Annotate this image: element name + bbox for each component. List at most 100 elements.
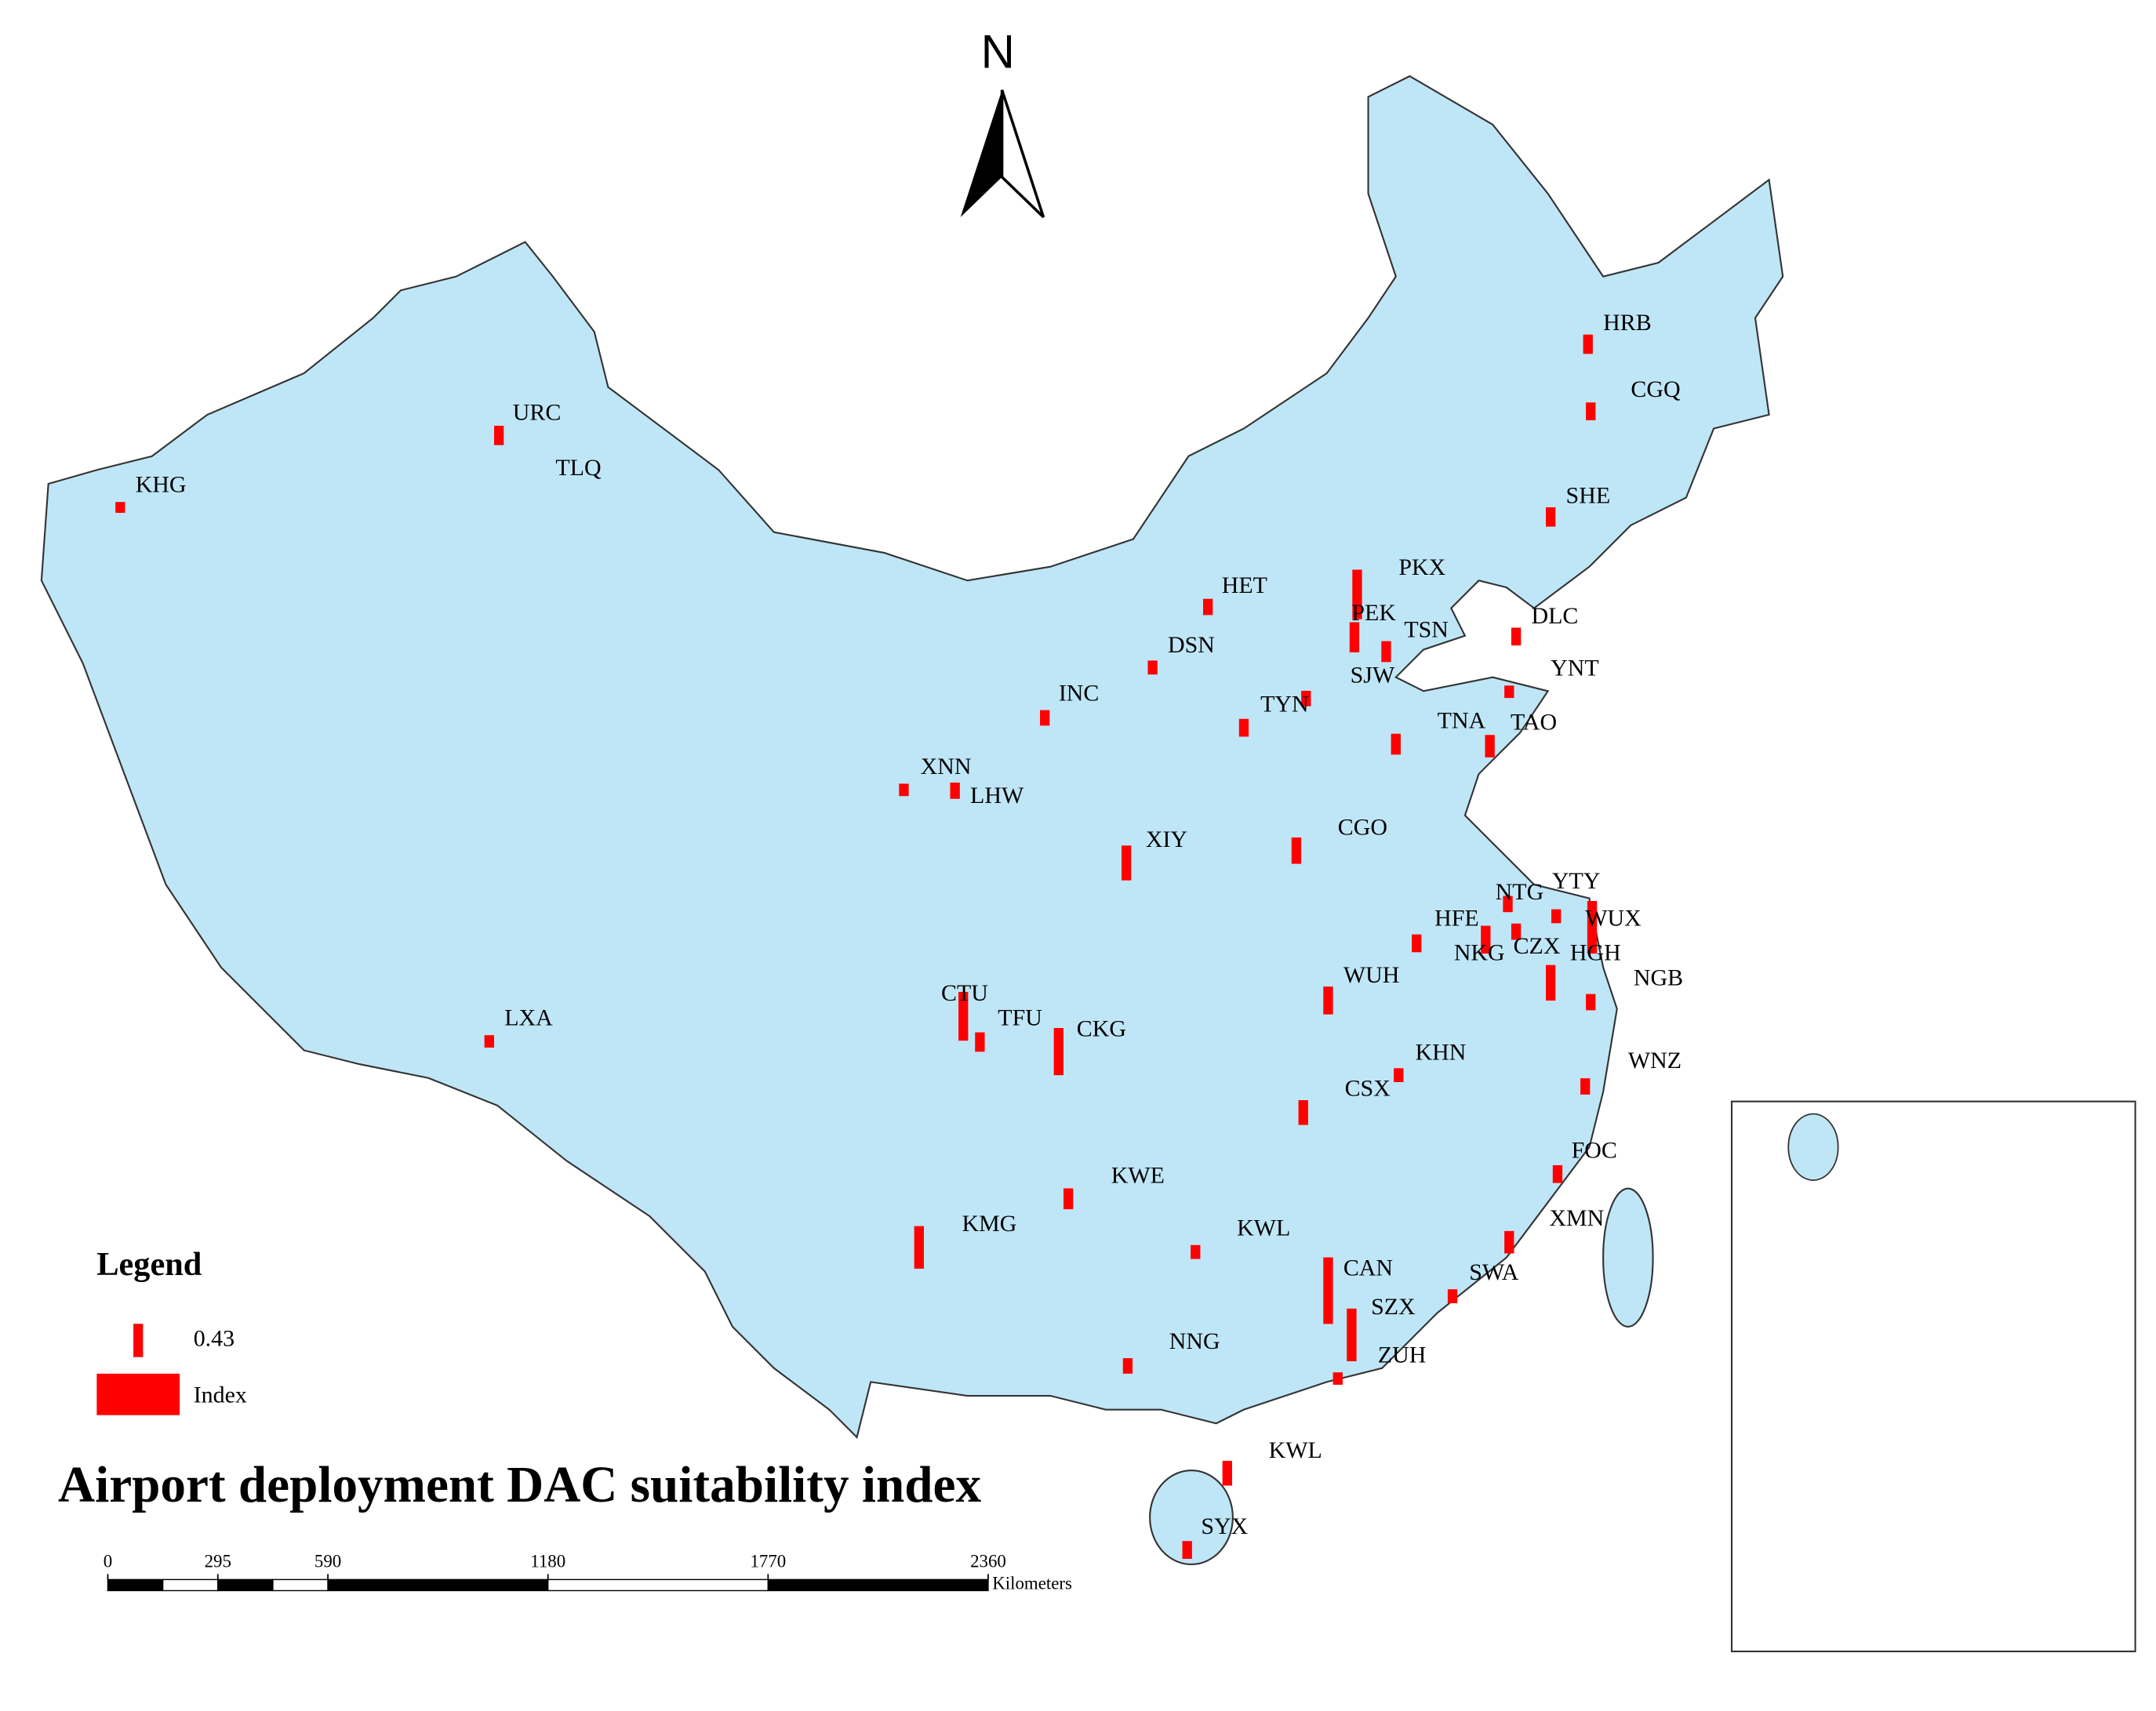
airport-bar [1040, 710, 1050, 726]
china-outline [40, 74, 1784, 1439]
airport-label: DSN [1168, 632, 1215, 658]
hainan [1149, 1469, 1234, 1566]
north-label: N [981, 26, 1015, 78]
airport-label: LXA [504, 1005, 553, 1031]
airport-label: HET [1222, 572, 1267, 598]
airport-bar [1147, 660, 1158, 675]
airport-bar [899, 783, 909, 797]
airport-bar [493, 425, 504, 445]
airport-label: NKG [1454, 940, 1505, 966]
airport-label: KHG [136, 471, 187, 497]
airport-bar [1122, 1358, 1133, 1374]
scale-unit: Kilometers [992, 1574, 1072, 1593]
airport-bar [1063, 1188, 1074, 1210]
airport-label: KHN [1415, 1040, 1466, 1066]
airport-label: KMG [962, 1211, 1016, 1237]
airport-bar [1481, 925, 1491, 954]
airport-label: TYN [1260, 692, 1309, 717]
airport-label: KWL [1237, 1215, 1290, 1241]
airport-bar [914, 1226, 925, 1269]
scale-segment [217, 1578, 274, 1592]
airport-label: HFE [1434, 906, 1479, 932]
airport-bar [1504, 1230, 1514, 1254]
airport-bar [1412, 934, 1422, 953]
legend-sample-bar [133, 1324, 144, 1357]
taiwan [1602, 1187, 1654, 1328]
airport-label: XNN [921, 754, 972, 779]
airport-bar [1552, 1164, 1563, 1183]
airport-label: XIY [1146, 826, 1187, 852]
airport-bar [1583, 334, 1593, 354]
airport-bar [1347, 1308, 1357, 1361]
airport-bar [1391, 733, 1401, 755]
airport-bar [1586, 402, 1596, 420]
north-arrow [960, 89, 1002, 217]
airport-label: NNG [1169, 1328, 1220, 1354]
scale-tick-label: 1180 [530, 1551, 565, 1571]
airport-bar [1587, 901, 1598, 954]
airport-bar [1349, 622, 1360, 652]
airport-label: KWE [1111, 1162, 1165, 1188]
airport-label: TNA [1438, 708, 1486, 734]
airport-label: CAN [1343, 1255, 1393, 1281]
airport-label: URC [513, 400, 562, 426]
airport-label: NTG [1496, 879, 1544, 905]
airport-label: CGO [1338, 814, 1387, 840]
airport-label: SYX [1201, 1513, 1248, 1539]
airport-label: YTY [1552, 868, 1601, 894]
airport-label: LHW [970, 783, 1024, 808]
airport-label: WNZ [1628, 1048, 1682, 1073]
airport-label: WUX [1585, 906, 1642, 932]
airport-bar [1053, 1027, 1063, 1076]
airport-bar [1202, 598, 1213, 616]
airport-bar [975, 1032, 985, 1052]
scale-segment [327, 1578, 549, 1592]
airport-bar [1182, 1541, 1192, 1559]
airport-bar [950, 783, 960, 799]
airport-label: NGB [1634, 964, 1683, 990]
airport-bar [1352, 569, 1362, 619]
airport-label: KWL [1269, 1437, 1322, 1463]
legend-size-swatch [96, 1373, 180, 1415]
airport-label: WUH [1343, 962, 1400, 988]
scale-segment [107, 1578, 164, 1592]
airport-label: HGH [1570, 940, 1621, 966]
airport-bar [1503, 895, 1513, 913]
scale-tick-label: 0 [104, 1551, 112, 1571]
airport-bar [1381, 641, 1391, 663]
legend-sample-label: 0.43 [194, 1325, 235, 1351]
inset-hainan [1787, 1113, 1839, 1181]
airport-label: PKX [1398, 554, 1445, 580]
scale-segment [162, 1578, 219, 1592]
airport-bar [1298, 1100, 1308, 1125]
airport-label: PEK [1351, 600, 1396, 626]
airport-label: HRB [1603, 310, 1652, 336]
airport-bar [1323, 986, 1333, 1015]
airport-bar [1580, 1078, 1591, 1095]
airport-label: SZX [1371, 1294, 1416, 1320]
airport-label: TFU [998, 1005, 1042, 1031]
airport-label: CGQ [1631, 376, 1681, 402]
airport-label: YNT [1551, 656, 1599, 681]
airport-label: ZUH [1378, 1342, 1427, 1368]
north-arrow-outline [1000, 89, 1045, 219]
airport-label: CZX [1514, 933, 1561, 959]
map-title: Airport deployment DAC suitability index [58, 1457, 981, 1513]
airport-label: CSX [1345, 1075, 1391, 1101]
scale-tick-label: 2360 [970, 1551, 1006, 1571]
airport-bar [115, 502, 125, 513]
airport-bar [1545, 964, 1556, 1001]
airport-bar [1394, 1068, 1404, 1082]
airport-bar [1191, 1244, 1201, 1259]
scale-tick-label: 1770 [750, 1551, 786, 1571]
scale-segment [272, 1578, 329, 1592]
airport-bar [1333, 1372, 1343, 1385]
airport-bar [1222, 1460, 1232, 1486]
airport-label: SHE [1566, 482, 1611, 508]
scale-segment [547, 1578, 769, 1592]
airport-bar [1511, 923, 1522, 940]
airport-label: CTU [941, 980, 988, 1006]
airport-bar [1323, 1257, 1333, 1324]
